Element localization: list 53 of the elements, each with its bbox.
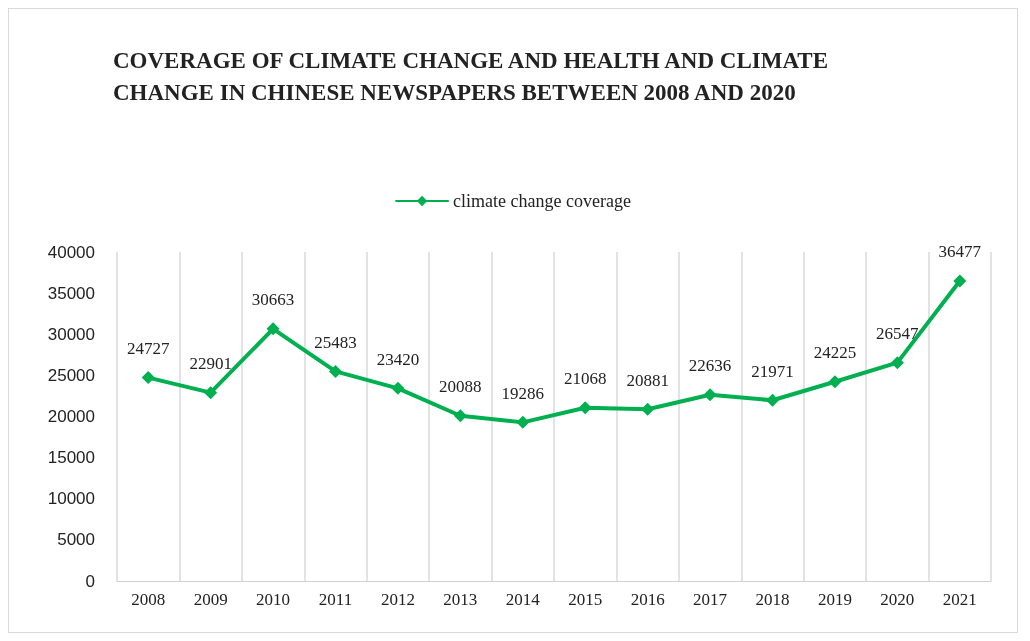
point [890,356,904,370]
x-tick-label: 2010 [256,590,291,609]
y-tick-label: 0 [85,571,95,591]
point [828,375,842,389]
data-label: 21971 [751,361,794,381]
data-label: 36477 [938,242,982,262]
chart-title: COVERAGE OF CLIMATE CHANGE AND HEALTH AND CLIMATE CHANGE IN CHINESE NEWSPAPERS BETWEEN 2008 AND 2020 [113,47,834,105]
x-tick-label: 2008 [131,590,166,609]
data-label: 22636 [688,356,732,376]
data-label: 30663 [251,290,295,310]
point [204,386,218,400]
point [453,409,467,423]
data-label: 20881 [626,370,669,390]
data-label: 24225 [813,343,857,363]
x-tick-label: 2016 [630,590,665,609]
y-tick-label: 40000 [47,242,95,262]
x-tick-label: 2020 [880,590,915,609]
point [641,402,655,416]
y-tick-label: 30000 [47,324,95,344]
x-tick-label: 2014 [505,590,541,609]
data-label: 21068 [563,369,607,389]
point [578,401,592,415]
x-tick-label: 2012 [380,590,415,609]
point [953,274,967,288]
point [391,381,405,395]
data-label: 24727 [126,339,170,359]
y-tick-label: 10000 [47,489,95,509]
point [516,415,530,429]
legend-label: climate change coverage [453,191,631,211]
point [266,322,280,336]
data-label: 26547 [876,324,920,344]
data-label: 25483 [314,332,357,352]
data-label: 20088 [439,377,482,397]
x-tick-label: 2009 [193,590,228,609]
data-label: 22901 [189,354,232,374]
x-tick-label: 2018 [755,590,790,609]
y-tick-label: 35000 [47,283,95,303]
x-tick-label: 2011 [318,590,353,609]
y-tick-label: 25000 [47,365,95,385]
point [703,388,717,402]
x-tick-label: 2019 [817,590,852,609]
y-tick-label: 15000 [47,448,95,468]
x-tick-label: 2017 [693,590,728,609]
y-tick-label: 20000 [47,407,95,426]
point [141,371,155,385]
point [329,364,342,378]
x-tick-label: 2015 [568,590,603,609]
data-label: 23420 [376,349,420,369]
y-tick-label: 5000 [57,530,95,550]
x-tick-label: 2013 [443,590,478,609]
x-tick-label: 2021 [942,590,977,609]
data-label: 19286 [501,383,545,403]
point [766,393,779,407]
